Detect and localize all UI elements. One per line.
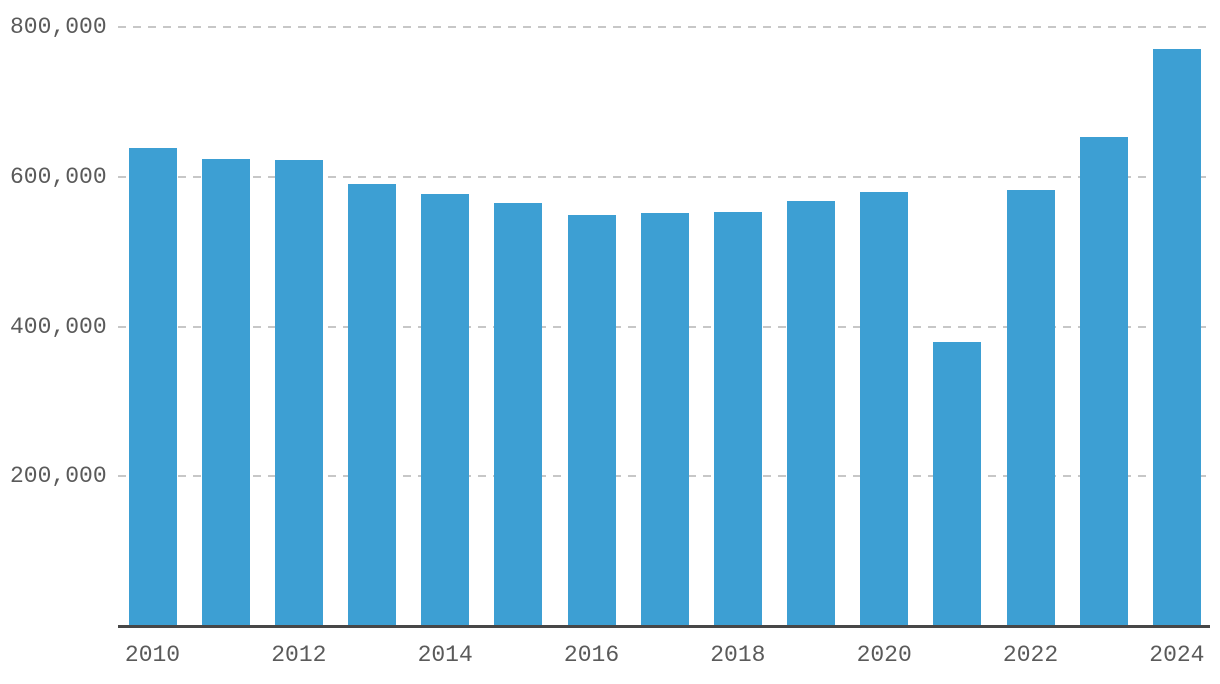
x-axis-tick-label: 2012 — [271, 642, 327, 668]
bar-2013 — [348, 184, 396, 626]
bar-2016 — [567, 214, 616, 626]
bar-2010 — [128, 148, 177, 626]
bar-2015 — [494, 202, 543, 626]
bar-2018 — [713, 211, 762, 626]
bar-2011 — [201, 158, 250, 626]
bar-2017 — [640, 212, 689, 626]
gridline-y — [118, 26, 1210, 28]
y-axis-tick-label: 400,000 — [10, 313, 107, 340]
x-axis-tick-label: 2018 — [710, 642, 766, 668]
y-axis-tick-label: 200,000 — [10, 463, 107, 490]
x-axis-line — [118, 625, 1210, 628]
x-axis-tick-label: 2010 — [124, 642, 181, 668]
x-axis-tick-label: 2016 — [563, 642, 620, 668]
bar-2024 — [1152, 48, 1201, 626]
bar-2021 — [933, 342, 982, 626]
y-axis-tick-label: 600,000 — [10, 163, 107, 190]
x-axis-tick-label: 2024 — [1149, 642, 1205, 668]
bar-2014 — [421, 193, 470, 626]
gridline-y — [118, 175, 1210, 178]
bar-2022 — [1006, 190, 1055, 626]
y-axis-tick-label: 800,000 — [10, 14, 107, 40]
bar-2023 — [1079, 137, 1128, 626]
x-axis-tick-label: 2022 — [1002, 642, 1059, 668]
x-axis-tick-label: 2014 — [417, 642, 473, 668]
bar-2020 — [860, 191, 909, 626]
bar-2012 — [274, 160, 323, 626]
bar-2019 — [787, 200, 836, 626]
x-axis-tick-label: 2020 — [856, 642, 912, 668]
